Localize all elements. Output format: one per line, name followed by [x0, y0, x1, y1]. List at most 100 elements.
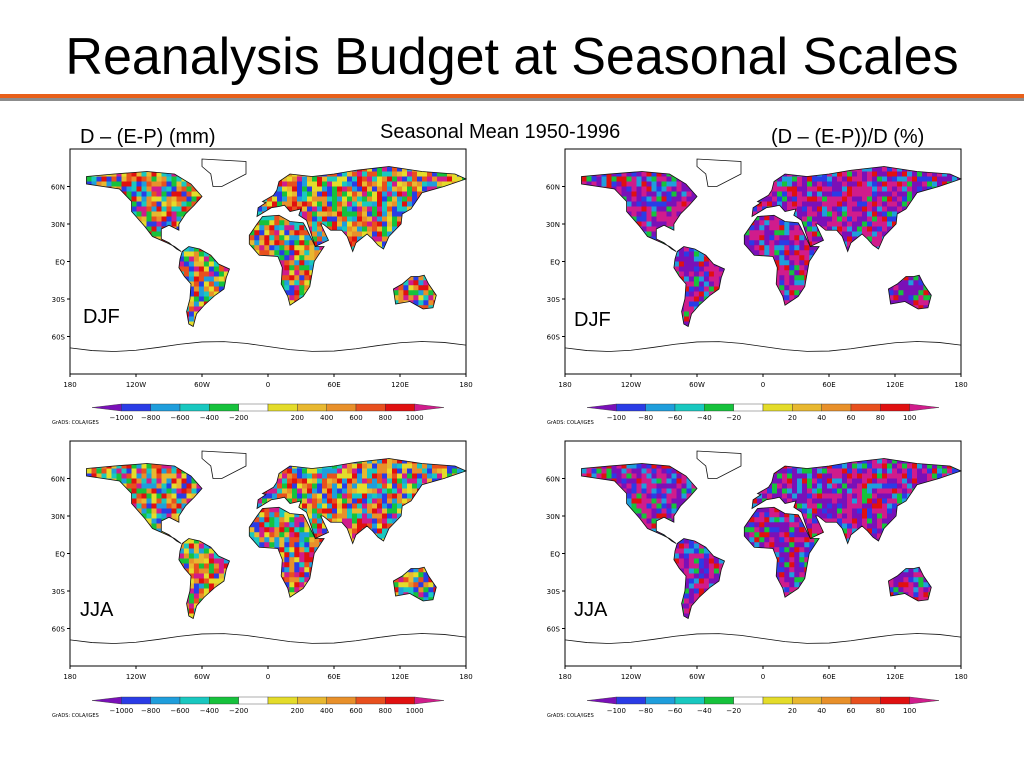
- right-column-header: (D – (E-P))/D (%): [771, 126, 925, 148]
- colorbar-label: 40: [817, 707, 826, 715]
- coastline: [178, 538, 231, 620]
- coastline: [392, 274, 437, 310]
- coastline: [86, 463, 203, 544]
- colorbar-swatch: [121, 696, 151, 705]
- lon-tick-label: 180: [63, 673, 76, 681]
- colorbar-label: −600: [170, 414, 189, 422]
- lat-tick-label: EQ: [55, 259, 65, 267]
- colorbar: −100 −80 −60 −40 −20 20 40 60 80 100: [586, 403, 940, 422]
- colorbar-swatch: [616, 403, 646, 412]
- colorbar-swatch: [297, 403, 327, 412]
- colorbar-swatch: [762, 403, 793, 412]
- colorbar-label: −400: [200, 414, 219, 422]
- colorbar-label: 800: [379, 414, 392, 422]
- lon-tick-label: 120E: [391, 381, 409, 389]
- coastline: [673, 246, 726, 328]
- colorbar: −100 −80 −60 −40 −20 20 40 60 80 100: [586, 696, 940, 715]
- colorbar-swatch: [179, 403, 210, 412]
- colorbar-swatch: [850, 696, 881, 705]
- lon-tick-label: 60E: [327, 381, 340, 389]
- coastline: [178, 246, 231, 328]
- season-label-jja-mm: JJA: [80, 599, 114, 621]
- antarctica-coastline: [565, 633, 961, 644]
- colorbar-swatch: [238, 696, 269, 705]
- colorbar-label: −100: [607, 414, 626, 422]
- lon-tick-label: 120E: [391, 673, 409, 681]
- lat-tick-label: 30S: [52, 588, 66, 596]
- antarctica-coastline: [70, 341, 466, 352]
- lon-tick-label: 60E: [822, 381, 835, 389]
- lon-tick-label: 180: [558, 381, 571, 389]
- colorbar: −1000 −800 −600 −400 −200 200 400 600 800 1000: [91, 403, 445, 422]
- colorbar-label: 60: [847, 707, 856, 715]
- lon-tick-label: 120W: [126, 673, 146, 681]
- coastline: [256, 166, 468, 253]
- antarctica-coastline: [70, 633, 466, 644]
- lon-tick-label: 60E: [822, 673, 835, 681]
- colorbar-label: −400: [200, 707, 219, 715]
- colorbar-label: −80: [638, 414, 653, 422]
- title-rule: [0, 94, 1024, 101]
- lat-tick-label: 60N: [546, 184, 560, 192]
- colorbar-label: −1000: [109, 414, 133, 422]
- colorbar-end-arrow: [909, 696, 940, 705]
- colorbar-label: 400: [320, 414, 333, 422]
- colorbar-swatch: [179, 696, 210, 705]
- lat-tick-label: 60N: [546, 476, 560, 484]
- lat-tick-label: EQ: [550, 259, 560, 267]
- colorbar-swatch: [880, 696, 910, 705]
- grads-credit: GrADS: COLA/IGES: [52, 420, 99, 426]
- colorbar-label: 800: [379, 707, 392, 715]
- colorbar-end-arrow: [91, 696, 122, 705]
- colorbar-swatch: [150, 403, 181, 412]
- lat-tick-label: 60N: [51, 184, 65, 192]
- coastline: [751, 166, 963, 253]
- lon-tick-label: 120W: [126, 381, 146, 389]
- colorbar-label: 400: [320, 707, 333, 715]
- lat-tick-label: EQ: [550, 551, 560, 559]
- colorbar-label: 100: [903, 414, 916, 422]
- title-rule-gray: [0, 98, 1024, 101]
- lon-tick-label: 0: [761, 381, 765, 389]
- colorbar-label: −80: [638, 707, 653, 715]
- lon-tick-label: 180: [954, 381, 967, 389]
- lon-tick-label: 180: [63, 381, 76, 389]
- coastline: [887, 274, 932, 310]
- coastline: [201, 158, 247, 187]
- coastline: [581, 463, 698, 544]
- coastline: [696, 450, 742, 479]
- colorbar-swatch: [267, 403, 298, 412]
- colorbar-label: −20: [726, 707, 741, 715]
- coastline: [743, 214, 820, 306]
- colorbar-swatch: [733, 696, 764, 705]
- colorbar-label: −600: [170, 707, 189, 715]
- colorbar-swatch: [792, 403, 822, 412]
- colorbar-label: 1000: [406, 414, 424, 422]
- center-header: Seasonal Mean 1950-1996: [380, 121, 621, 143]
- grads-credit: GrADS: COLA/IGES: [52, 713, 99, 719]
- colorbar-end-arrow: [414, 403, 445, 412]
- colorbar-swatch: [326, 403, 357, 412]
- colorbar-swatch: [209, 696, 239, 705]
- coastline: [248, 506, 325, 598]
- lat-tick-label: 60S: [547, 626, 561, 634]
- lon-tick-label: 60W: [194, 381, 210, 389]
- coastline: [696, 158, 742, 187]
- colorbar-label: −1000: [109, 707, 133, 715]
- colorbar-label: −20: [726, 414, 741, 422]
- colorbar-swatch: [385, 696, 415, 705]
- slide-title: Reanalysis Budget at Seasonal Scales: [65, 28, 959, 86]
- coastline: [887, 566, 932, 602]
- lon-tick-label: 180: [558, 673, 571, 681]
- colorbar-label: 200: [291, 414, 304, 422]
- colorbar-label: −60: [668, 414, 683, 422]
- lon-tick-label: 60W: [689, 673, 705, 681]
- colorbar-swatch: [645, 403, 676, 412]
- colorbar-label: 200: [291, 707, 304, 715]
- lon-tick-label: 60W: [689, 381, 705, 389]
- lat-tick-label: 30S: [547, 588, 561, 596]
- colorbar-swatch: [821, 403, 852, 412]
- lat-tick-label: 30N: [546, 221, 560, 229]
